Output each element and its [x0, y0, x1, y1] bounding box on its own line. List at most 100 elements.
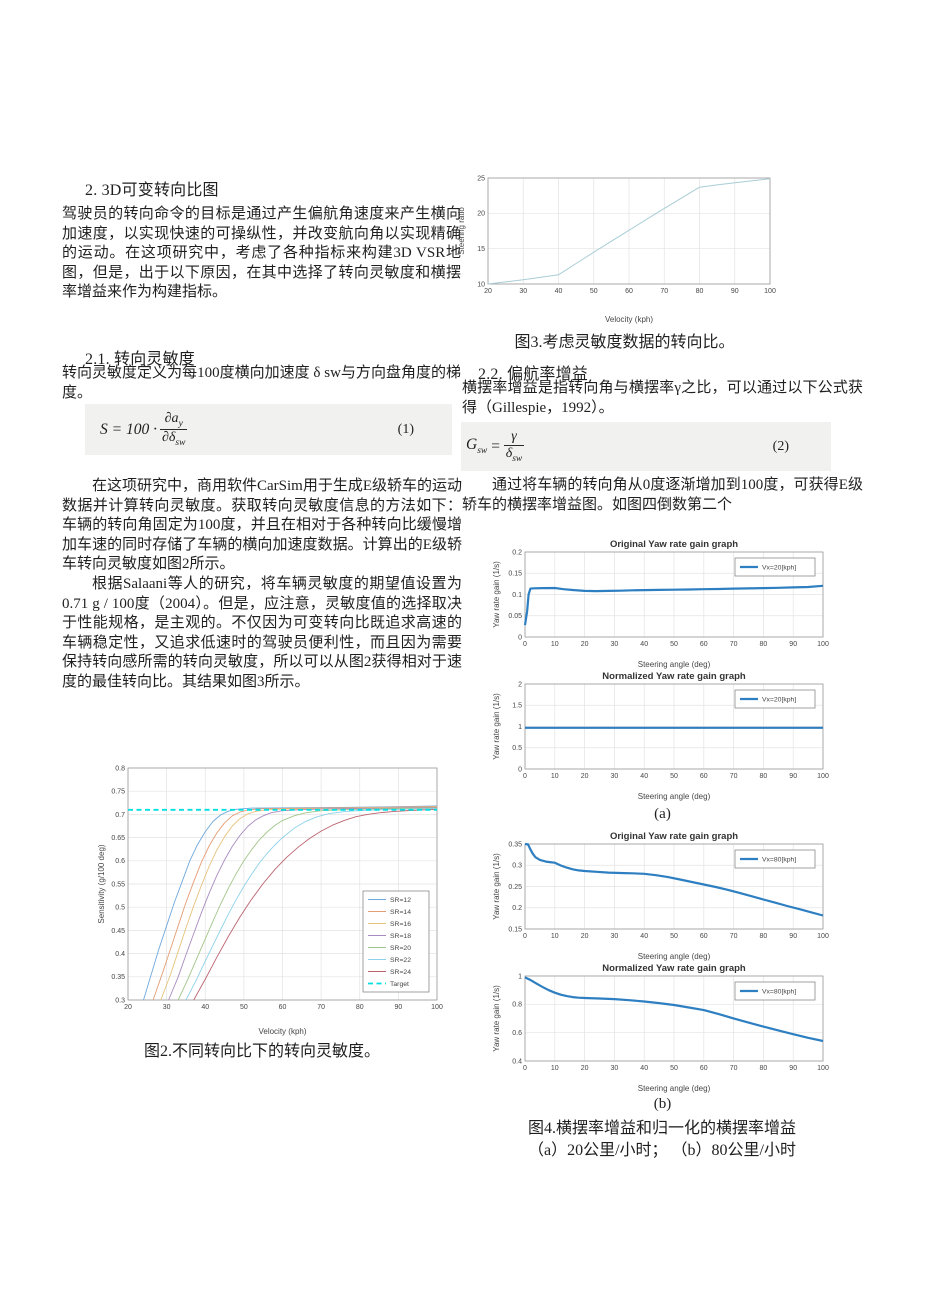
svg-text:50: 50: [670, 773, 678, 780]
svg-text:Yaw rate gain (1/s): Yaw rate gain (1/s): [492, 693, 501, 760]
svg-text:1: 1: [518, 973, 522, 980]
svg-text:50: 50: [670, 641, 678, 648]
svg-text:30: 30: [611, 933, 619, 940]
svg-text:40: 40: [640, 1065, 648, 1072]
svg-text:0.45: 0.45: [111, 928, 125, 935]
svg-text:0.8: 0.8: [512, 1002, 522, 1009]
svg-text:90: 90: [789, 773, 797, 780]
svg-text:60: 60: [279, 1004, 287, 1011]
svg-text:100: 100: [817, 933, 829, 940]
equation-1-fraction: ∂ay ∂δsw: [159, 410, 188, 448]
svg-text:80: 80: [760, 933, 768, 940]
paragraph-carsim: 在这项研究中，商用软件CarSim用于生成E级轿车的运动数据并计算转向灵敏度。获…: [62, 478, 462, 573]
svg-text:100: 100: [817, 1065, 829, 1072]
svg-text:25: 25: [477, 175, 485, 182]
svg-text:0.8: 0.8: [115, 765, 125, 772]
svg-text:SR=14: SR=14: [390, 909, 411, 916]
svg-text:SR=16: SR=16: [390, 921, 411, 928]
svg-text:Velocity (kph): Velocity (kph): [258, 1027, 306, 1036]
svg-text:20: 20: [581, 1065, 589, 1072]
svg-text:Steering angle (deg): Steering angle (deg): [638, 952, 711, 961]
svg-text:SR=12: SR=12: [390, 897, 411, 904]
svg-text:40: 40: [640, 641, 648, 648]
svg-text:0.65: 0.65: [111, 835, 125, 842]
svg-text:10: 10: [477, 281, 485, 288]
svg-text:100: 100: [817, 641, 829, 648]
svg-text:Steering angle (deg): Steering angle (deg): [638, 660, 711, 669]
figure4b-normalized-yaw-gain-chart: 0 10 20 30 40 50 60 70 80 90 100 0.4 0.6 0.8 1 Normaliz…: [492, 963, 829, 1093]
figure4-sublabel-a: (a): [654, 806, 671, 822]
svg-text:0.15: 0.15: [508, 926, 522, 933]
svg-text:90: 90: [394, 1004, 402, 1011]
svg-text:10: 10: [551, 641, 559, 648]
equation-1-prefix: S = 100 ·: [100, 420, 157, 438]
svg-text:20: 20: [124, 1004, 132, 1011]
svg-text:0.35: 0.35: [111, 974, 125, 981]
svg-text:Yaw rate gain (1/s): Yaw rate gain (1/s): [492, 561, 501, 628]
svg-text:20: 20: [581, 641, 589, 648]
svg-text:Normalized Yaw rate gain graph: Normalized Yaw rate gain graph: [602, 671, 746, 682]
svg-text:Normalized Yaw rate gain graph: Normalized Yaw rate gain graph: [602, 963, 746, 974]
paragraph-yaw-increase: 通过将车辆的转向角从0度逐渐增加到100度，可获得E级轿车的横摆率增益图。如图四…: [462, 477, 863, 513]
equation-1-number: (1): [397, 421, 414, 437]
svg-text:Sensitivity (g/100 deg): Sensitivity (g/100 deg): [97, 844, 106, 923]
svg-text:0.6: 0.6: [512, 1030, 522, 1037]
svg-text:Velocity (kph): Velocity (kph): [605, 315, 653, 324]
svg-text:80: 80: [760, 641, 768, 648]
svg-text:60: 60: [700, 933, 708, 940]
svg-text:60: 60: [700, 773, 708, 780]
svg-text:0.5: 0.5: [512, 745, 522, 752]
svg-text:90: 90: [731, 288, 739, 295]
svg-text:80: 80: [696, 288, 704, 295]
svg-text:20: 20: [581, 773, 589, 780]
svg-text:0.2: 0.2: [512, 549, 522, 556]
svg-text:0.5: 0.5: [115, 905, 125, 912]
svg-text:80: 80: [356, 1004, 364, 1011]
paragraph-block-yaw: 通过将车辆的转向角从0度逐渐增加到100度，可获得E级轿车的横摆率增益图。如图四…: [462, 476, 863, 515]
svg-text:60: 60: [700, 641, 708, 648]
svg-text:20: 20: [484, 288, 492, 295]
figure4a-normalized-yaw-gain-chart: 0 10 20 30 40 50 60 70 80 90 100 0 0.5 1 1.5 2 Normalize…: [492, 671, 829, 801]
equation-2-number: (2): [772, 438, 789, 454]
paragraph-block-carsim: 在这项研究中，商用软件CarSim用于生成E级轿车的运动数据并计算转向灵敏度。获…: [62, 477, 462, 693]
section-2-2-heading: 2.2. 偏航率增益: [478, 366, 589, 383]
section-2-1-heading: 2.1. 转向灵敏度: [85, 351, 196, 368]
svg-text:20: 20: [477, 211, 485, 218]
svg-text:10: 10: [551, 933, 559, 940]
svg-text:Vx=20[kph]: Vx=20[kph]: [762, 696, 796, 703]
section-2-heading: 2. 3D可变转向比图: [85, 182, 219, 199]
svg-text:70: 70: [730, 1065, 738, 1072]
svg-text:0.15: 0.15: [508, 571, 522, 578]
svg-text:Steering angle (deg): Steering angle (deg): [638, 792, 711, 801]
figure3-caption: 图3.考虑灵敏度数据的转向比。: [514, 334, 735, 351]
svg-text:80: 80: [760, 773, 768, 780]
svg-text:0.3: 0.3: [115, 997, 125, 1004]
svg-text:Steering ratio: Steering ratio: [457, 207, 466, 255]
equation-1-formula: S = 100 · ∂ay ∂δsw: [100, 410, 188, 448]
equation-1: S = 100 · ∂ay ∂δsw (1): [85, 404, 452, 455]
paragraph-sensitivity-definition: 转向灵敏度定义为每100度横向加速度 δ sw与方向盘角度的梯度。: [62, 365, 461, 401]
svg-text:100: 100: [431, 1004, 443, 1011]
svg-text:90: 90: [789, 641, 797, 648]
paragraph-salaani: 根据Salaani等人的研究，将车辆灵敏度的期望值设置为0.71 g / 100…: [62, 575, 462, 690]
svg-text:0.4: 0.4: [512, 1058, 522, 1065]
figure4a-original-yaw-gain-chart: 0 10 20 30 40 50 60 70 80 90 100 0 0.05 0.1 0.15 0.2 Ori…: [492, 539, 829, 669]
svg-text:SR=24: SR=24: [390, 969, 411, 976]
svg-text:50: 50: [240, 1004, 248, 1011]
figure2-caption: 图2.不同转向比下的转向灵敏度。: [143, 1043, 380, 1060]
svg-text:0.7: 0.7: [115, 812, 125, 819]
svg-text:30: 30: [519, 288, 527, 295]
svg-text:100: 100: [764, 288, 776, 295]
svg-text:0: 0: [523, 773, 527, 780]
figure4b-original-yaw-gain-chart: 0 10 20 30 40 50 60 70 80 90 100 0.15 0.2 0.25 0.3 0.35…: [492, 831, 829, 961]
paragraph-intro: 驾驶员的转向命令的目标是通过产生偏航角速度来产生横向加速度，以实现快速的可操纵性…: [62, 206, 461, 301]
svg-text:1: 1: [518, 724, 522, 731]
svg-text:20: 20: [581, 933, 589, 940]
svg-text:10: 10: [551, 1065, 559, 1072]
equation-2-formula: Gsw = γ δsw: [466, 429, 525, 463]
svg-text:50: 50: [670, 1065, 678, 1072]
svg-text:Steering angle (deg): Steering angle (deg): [638, 1084, 711, 1093]
svg-text:0.75: 0.75: [111, 789, 125, 796]
svg-text:90: 90: [789, 1065, 797, 1072]
